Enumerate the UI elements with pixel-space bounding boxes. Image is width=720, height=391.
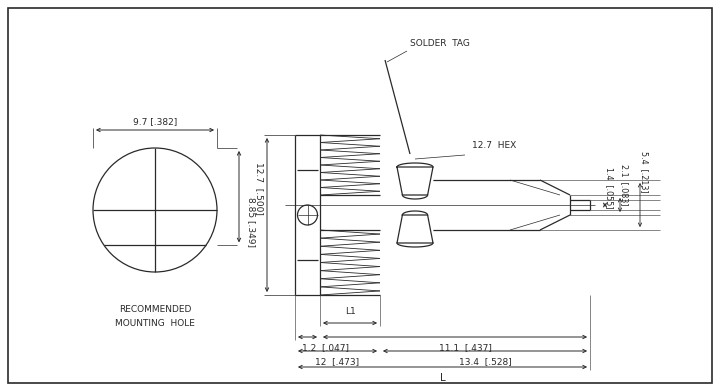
Text: MOUNTING  HOLE: MOUNTING HOLE	[115, 319, 195, 328]
Text: 12  [.473]: 12 [.473]	[315, 357, 359, 366]
Text: L: L	[440, 373, 446, 383]
Text: 12.7  [.500]: 12.7 [.500]	[254, 162, 264, 215]
Text: 1.4  [.055]: 1.4 [.055]	[605, 167, 614, 209]
Text: 1.2  [.047]: 1.2 [.047]	[302, 343, 349, 352]
Text: SOLDER  TAG: SOLDER TAG	[410, 39, 470, 48]
Text: L1: L1	[345, 307, 356, 316]
Text: 5.4  [.213]: 5.4 [.213]	[640, 151, 649, 193]
Text: 11.1  [.437]: 11.1 [.437]	[438, 343, 492, 352]
Text: 12.7  HEX: 12.7 HEX	[472, 141, 516, 150]
Text: 13.4  [.528]: 13.4 [.528]	[459, 357, 511, 366]
Text: 2.1  [.083]: 2.1 [.083]	[620, 164, 629, 206]
Text: 8.85 [.349]: 8.85 [.349]	[246, 197, 256, 247]
Text: 9.7 [.382]: 9.7 [.382]	[133, 118, 177, 127]
Text: RECOMMENDED: RECOMMENDED	[119, 305, 192, 314]
